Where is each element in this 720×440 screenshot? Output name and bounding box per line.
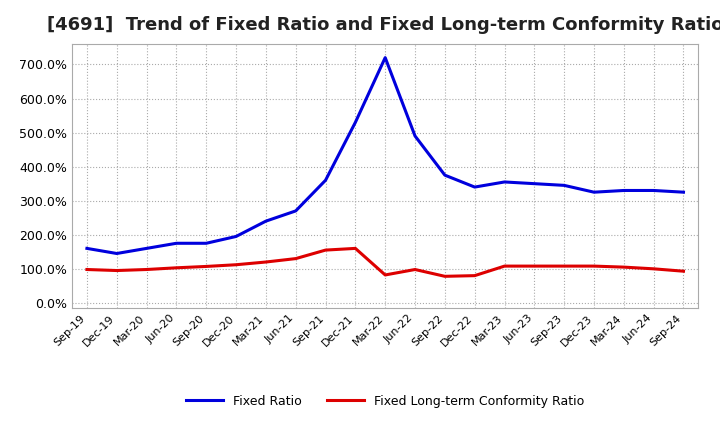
Fixed Ratio [351, 120, 360, 125]
Fixed Long-term Conformity Ratio [261, 259, 270, 264]
Legend: Fixed Ratio, Fixed Long-term Conformity Ratio: Fixed Ratio, Fixed Long-term Conformity … [181, 390, 590, 413]
Fixed Ratio [261, 219, 270, 224]
Fixed Long-term Conformity Ratio [590, 264, 598, 269]
Fixed Ratio [83, 246, 91, 251]
Fixed Ratio [619, 188, 628, 193]
Line: Fixed Long-term Conformity Ratio: Fixed Long-term Conformity Ratio [87, 249, 683, 276]
Fixed Long-term Conformity Ratio [232, 262, 240, 268]
Fixed Long-term Conformity Ratio [143, 267, 151, 272]
Fixed Long-term Conformity Ratio [351, 246, 360, 251]
Fixed Ratio [410, 133, 419, 139]
Fixed Ratio [292, 208, 300, 213]
Fixed Ratio [232, 234, 240, 239]
Fixed Ratio [172, 241, 181, 246]
Fixed Ratio [143, 246, 151, 251]
Fixed Ratio [441, 172, 449, 178]
Fixed Long-term Conformity Ratio [619, 264, 628, 270]
Fixed Long-term Conformity Ratio [381, 272, 390, 278]
Fixed Long-term Conformity Ratio [530, 264, 539, 269]
Fixed Ratio [112, 251, 121, 256]
Fixed Long-term Conformity Ratio [112, 268, 121, 273]
Title: [4691]  Trend of Fixed Ratio and Fixed Long-term Conformity Ratio: [4691] Trend of Fixed Ratio and Fixed Lo… [47, 16, 720, 34]
Fixed Long-term Conformity Ratio [441, 274, 449, 279]
Fixed Long-term Conformity Ratio [202, 264, 210, 269]
Fixed Long-term Conformity Ratio [500, 264, 509, 269]
Fixed Long-term Conformity Ratio [292, 256, 300, 261]
Line: Fixed Ratio: Fixed Ratio [87, 58, 683, 253]
Fixed Long-term Conformity Ratio [470, 273, 479, 278]
Fixed Long-term Conformity Ratio [679, 268, 688, 274]
Fixed Ratio [470, 184, 479, 190]
Fixed Long-term Conformity Ratio [172, 265, 181, 271]
Fixed Ratio [381, 55, 390, 60]
Fixed Ratio [560, 183, 569, 188]
Fixed Ratio [530, 181, 539, 186]
Fixed Ratio [590, 190, 598, 195]
Fixed Ratio [649, 188, 658, 193]
Fixed Long-term Conformity Ratio [83, 267, 91, 272]
Fixed Long-term Conformity Ratio [560, 264, 569, 269]
Fixed Long-term Conformity Ratio [649, 266, 658, 271]
Fixed Long-term Conformity Ratio [321, 247, 330, 253]
Fixed Ratio [202, 241, 210, 246]
Fixed Ratio [321, 178, 330, 183]
Fixed Ratio [679, 190, 688, 195]
Fixed Long-term Conformity Ratio [410, 267, 419, 272]
Fixed Ratio [500, 180, 509, 185]
